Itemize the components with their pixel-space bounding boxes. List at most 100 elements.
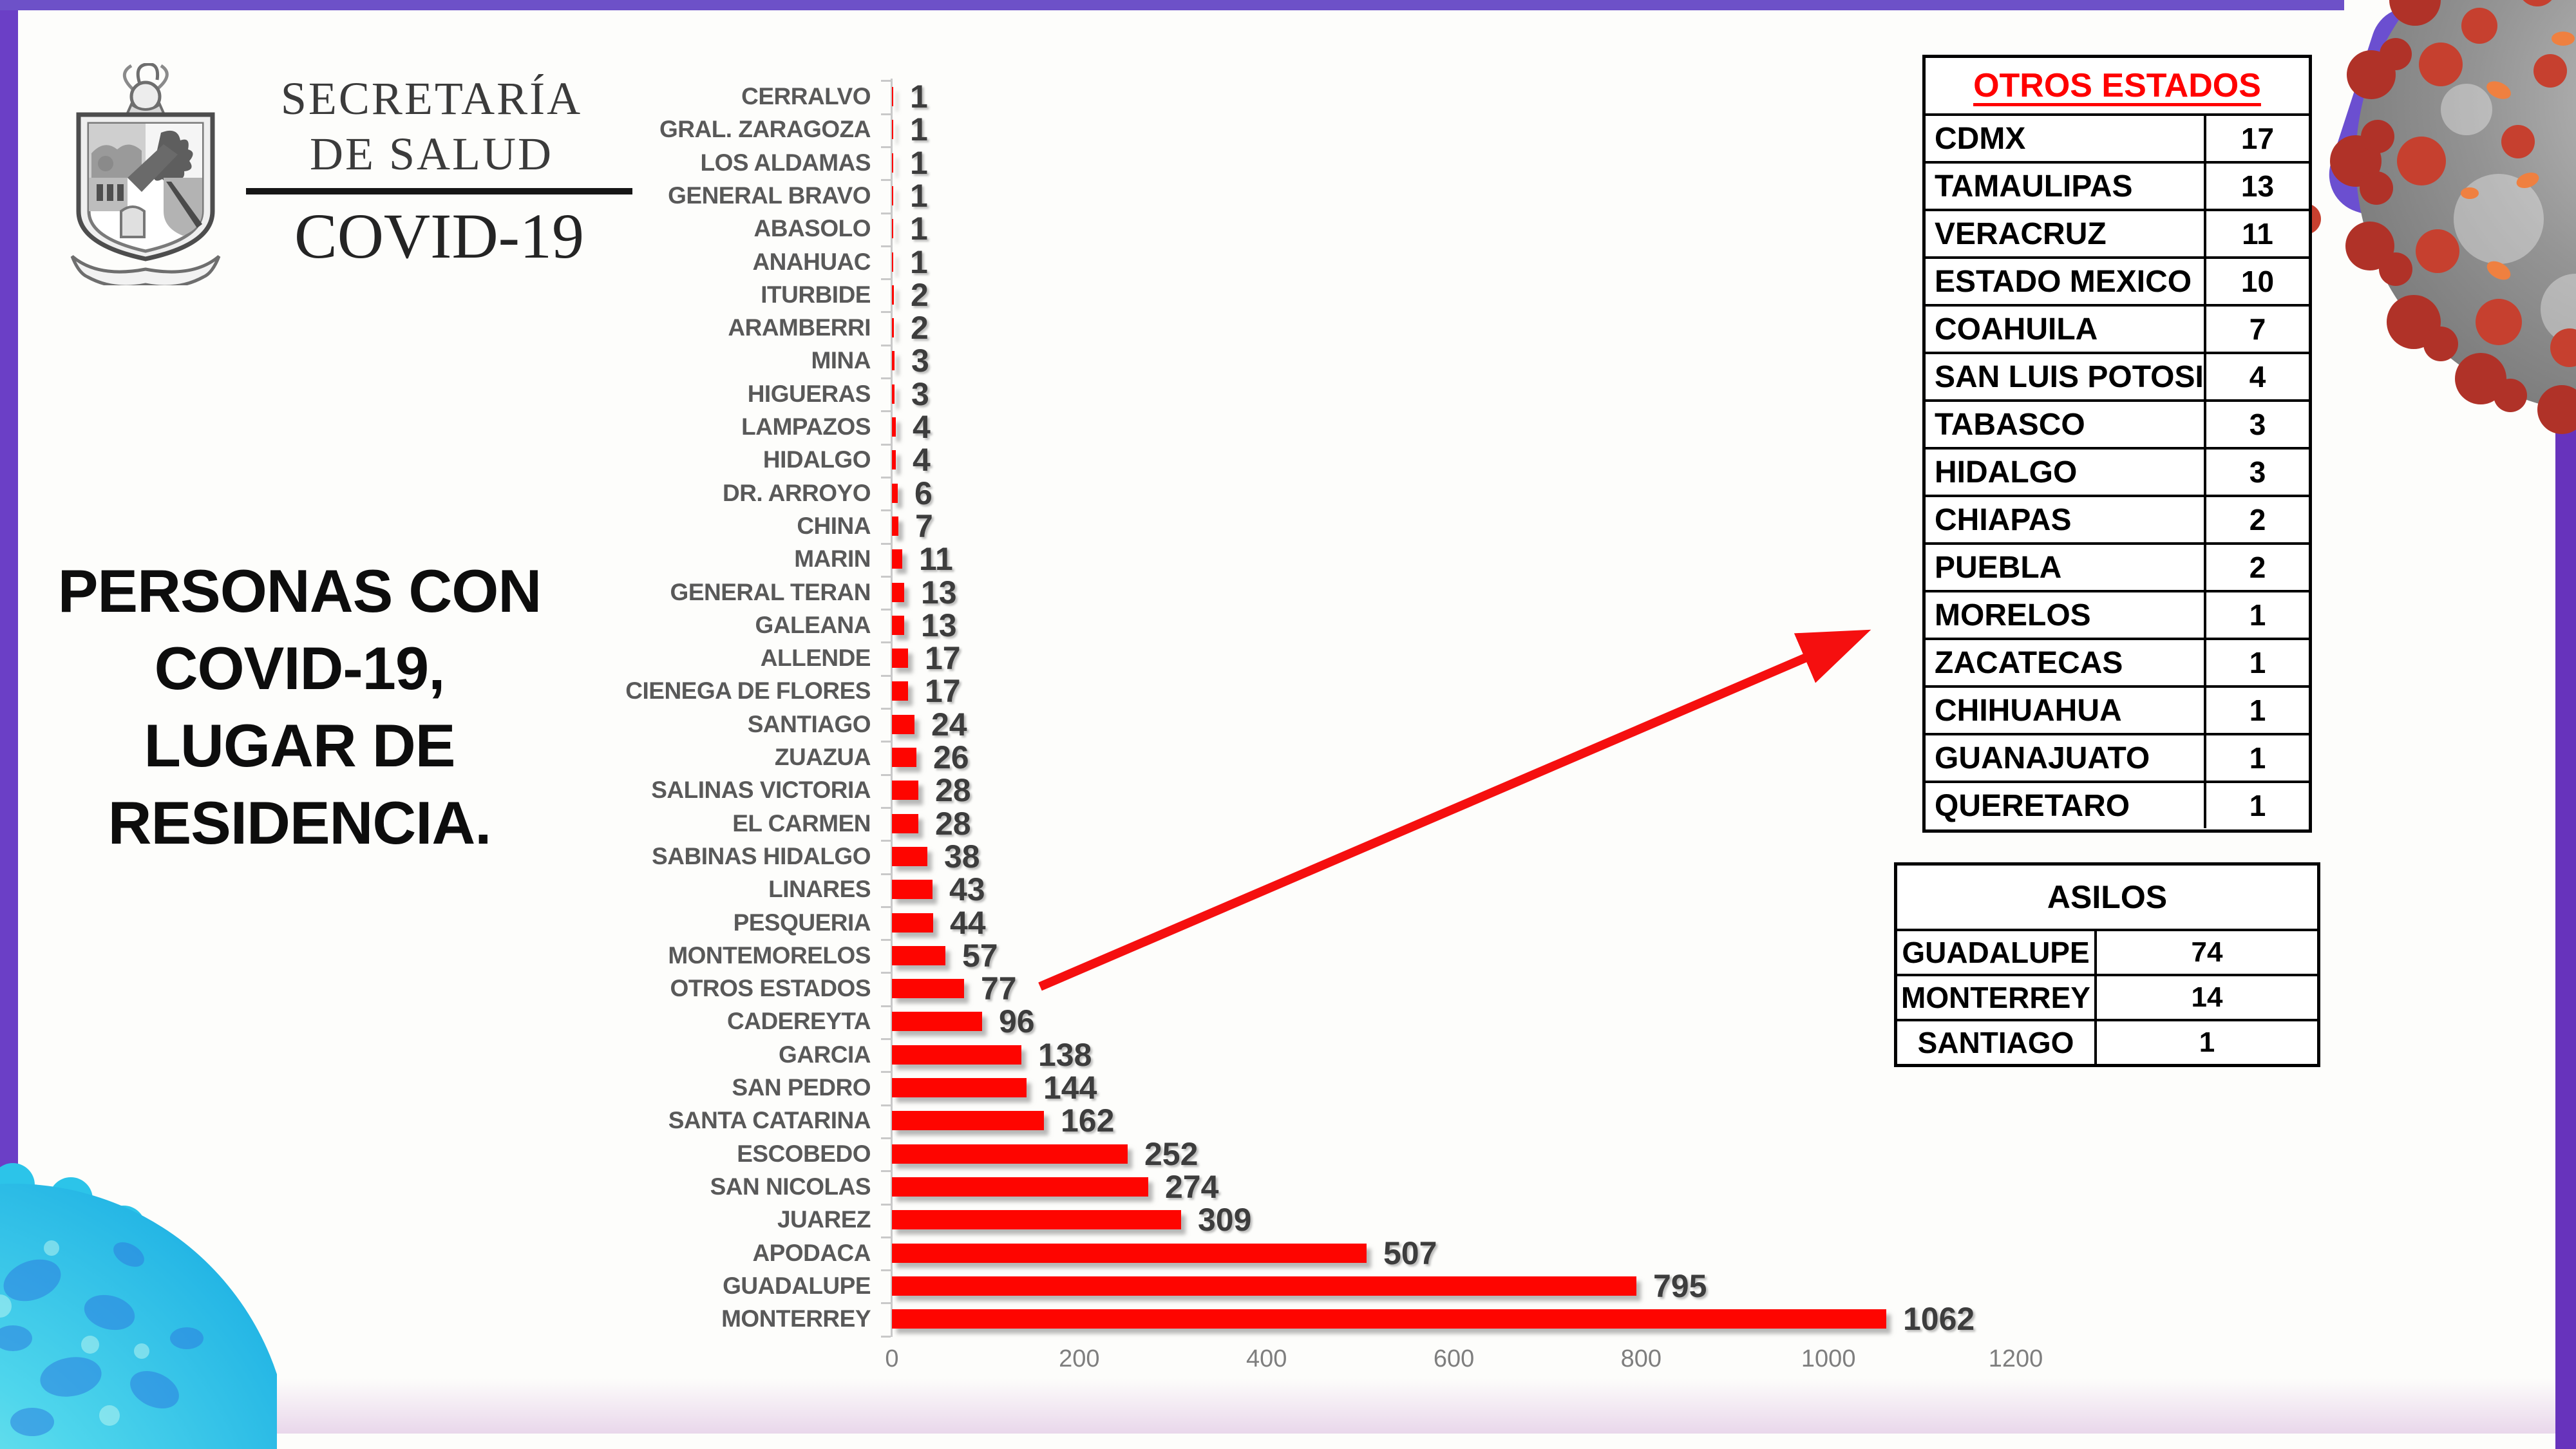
table-cell-value: 13	[2240, 169, 2275, 203]
axis-tick	[881, 410, 891, 413]
table-cell-value: 1	[2249, 694, 2266, 727]
category-label: MONTERREY	[721, 1305, 871, 1332]
x-axis-tick-label: 800	[1620, 1345, 1662, 1372]
axis-tick	[881, 443, 891, 446]
org-name-line1: SECRETARÍA	[280, 73, 583, 124]
axis-tick	[881, 80, 891, 82]
axis-tick	[881, 575, 891, 578]
axis-tick	[881, 1104, 891, 1106]
bar	[892, 219, 893, 239]
x-axis-tick-label: 1200	[1988, 1345, 2043, 1372]
value-label: 2	[911, 310, 929, 346]
value-label: 1	[910, 111, 928, 148]
table-row: COAHUILA 7	[1926, 304, 2309, 352]
table-cell-name: ESTADO MEXICO	[1926, 259, 2206, 304]
bar	[892, 1243, 1367, 1263]
axis-tick	[881, 840, 891, 842]
bar	[892, 1210, 1181, 1230]
bar	[892, 153, 893, 173]
table-row: SAN LUIS POTOSI 4	[1926, 352, 2309, 399]
category-label: SABINAS HIDALGO	[652, 842, 871, 869]
bar	[892, 549, 902, 569]
axis-tick	[881, 1302, 891, 1305]
bar	[892, 351, 895, 371]
bar	[892, 318, 894, 338]
axis-tick	[881, 1071, 891, 1074]
axis-tick	[881, 1236, 891, 1238]
axis-tick	[881, 476, 891, 478]
table-row: GUANAJUATO 1	[1926, 733, 2309, 781]
asilos-title: ASILOS	[2047, 879, 2168, 915]
table-cell-name: GUADALUPE	[1897, 931, 2097, 974]
category-label: GARCIA	[779, 1041, 871, 1068]
bar	[892, 945, 945, 965]
value-label: 2	[911, 276, 929, 313]
axis-tick	[881, 609, 891, 611]
category-label: GRAL. ZARAGOZA	[659, 116, 871, 143]
value-label: 144	[1043, 1070, 1097, 1106]
value-label: 795	[1653, 1267, 1707, 1304]
asilos-rows: GUADALUPE 74 MONTERREY 14 SANTIAGO 1	[1897, 929, 2317, 1064]
x-axis-tick-label: 400	[1245, 1345, 1287, 1372]
axis-tick	[881, 972, 891, 974]
bar	[892, 582, 904, 602]
value-label: 26	[933, 739, 969, 775]
value-label: 77	[981, 971, 1017, 1007]
value-label: 274	[1165, 1168, 1219, 1205]
org-name-line2: DE SALUD	[310, 128, 553, 180]
table-row: CHIAPAS 2	[1926, 495, 2309, 542]
category-label: PESQUERIA	[733, 909, 871, 936]
bottom-pink-band	[0, 1378, 2576, 1434]
bar	[892, 649, 908, 668]
y-axis-line	[891, 79, 893, 1337]
table-cell-name: COAHUILA	[1926, 307, 2206, 352]
table-cell-name: TABASCO	[1926, 402, 2206, 447]
value-label: 13	[921, 607, 957, 643]
axis-tick	[881, 1170, 891, 1173]
bar	[892, 252, 893, 272]
page-title: PERSONAS CON COVID-19, LUGAR DE RESIDENC…	[45, 553, 554, 862]
axis-tick	[881, 873, 891, 875]
category-label: SAN NICOLAS	[710, 1173, 871, 1200]
category-label: GENERAL TERAN	[670, 578, 871, 605]
x-axis-tick-label: 600	[1433, 1345, 1475, 1372]
table-cell-name: QUERETARO	[1926, 783, 2206, 828]
value-label: 44	[950, 904, 986, 941]
page-title-line: PERSONAS CON	[57, 557, 542, 625]
bar	[892, 384, 895, 404]
category-label: ARAMBERRI	[728, 314, 871, 341]
value-label: 138	[1038, 1036, 1092, 1073]
category-label: CIENEGA DE FLORES	[625, 677, 871, 705]
bar	[892, 846, 927, 866]
bar	[892, 748, 916, 767]
axis-tick	[881, 1038, 891, 1041]
axis-tick	[881, 311, 891, 314]
value-label: 6	[914, 475, 933, 511]
table-row: TAMAULIPAS 13	[1926, 161, 2309, 209]
table-cell-value: 2	[2249, 551, 2266, 584]
x-axis-tick-label: 200	[1059, 1345, 1100, 1372]
table-cell-value: 11	[2242, 217, 2273, 251]
category-label: ANAHUAC	[752, 248, 871, 275]
category-label: CHINA	[797, 512, 871, 539]
axis-tick	[881, 344, 891, 346]
bar	[892, 880, 933, 900]
category-label: DR. ARROYO	[722, 479, 871, 506]
bar	[892, 1144, 1128, 1164]
category-label: ABASOLO	[753, 215, 871, 242]
category-label: LOS ALDAMAS	[700, 149, 871, 176]
category-label: MINA	[811, 347, 871, 374]
axis-tick	[881, 245, 891, 247]
bar	[892, 87, 893, 106]
table-row: ESTADO MEXICO 10	[1926, 256, 2309, 304]
bar	[892, 483, 898, 503]
nuevo-leon-crest-icon	[70, 63, 221, 285]
category-label: GALEANA	[755, 611, 871, 638]
category-label: MARIN	[794, 545, 871, 573]
bar	[892, 1012, 982, 1032]
value-label: 1062	[1903, 1301, 1975, 1338]
value-label: 3	[911, 343, 929, 379]
axis-tick	[881, 278, 891, 281]
value-label: 43	[949, 871, 985, 908]
table-cell-value: 1	[2249, 789, 2266, 822]
